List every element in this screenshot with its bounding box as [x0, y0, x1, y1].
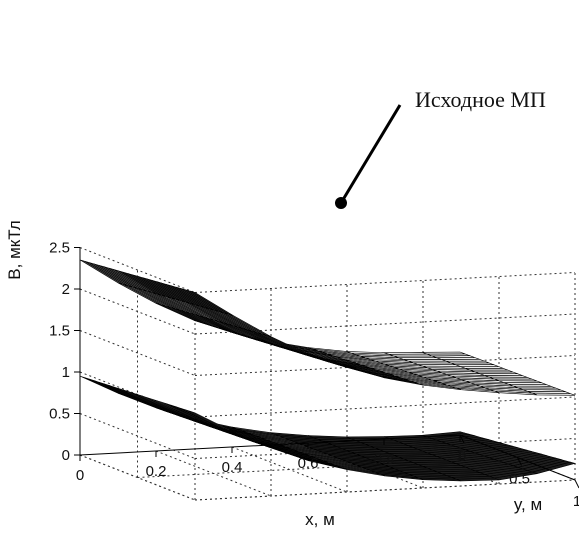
y-tick-mark: [574, 479, 579, 489]
grid-line: [79, 247, 196, 293]
x-axis-line: [79, 434, 461, 456]
annotation-label: Исходное МП: [415, 87, 546, 112]
surface-cell: [79, 259, 123, 285]
surface-cell: [345, 436, 389, 440]
annotation: Исходное МП: [335, 87, 546, 209]
z-tick-label: 0: [62, 447, 70, 464]
z-tick-label: 1: [62, 364, 70, 381]
y-tick-mark: [459, 434, 465, 444]
x-tick-label: 0.4: [222, 459, 243, 476]
surface-cell: [421, 351, 465, 355]
z-tick-label: 0.5: [49, 406, 70, 423]
y-tick-mark: [517, 457, 522, 466]
y-tick-label: 0: [458, 448, 466, 465]
x-tick-label: 0.6: [298, 455, 319, 472]
annotation-dot: [335, 197, 347, 209]
surface-cell: [383, 351, 427, 355]
x-tick-label: 0.8: [374, 451, 395, 468]
z-tick-label: 2: [62, 281, 70, 298]
x-axis-label: x, м: [305, 510, 335, 529]
grid-line: [231, 446, 348, 493]
surface-layer: [79, 259, 577, 482]
grid-line: [194, 479, 576, 501]
y-tick-label: 0.5: [509, 471, 530, 488]
x-tick-label: 0: [76, 467, 84, 484]
z-tick-label: 2.5: [49, 240, 70, 257]
grid-line: [194, 313, 576, 335]
grid-line: [137, 457, 518, 478]
z-tick-label: 1.5: [49, 323, 70, 340]
grid-line: [194, 396, 576, 418]
grid-line: [79, 330, 196, 376]
y-tick-label: 1: [573, 493, 579, 510]
z-axis-label: B, мкТл: [5, 220, 24, 279]
x-tick-label: 1: [456, 447, 464, 464]
annotation-pointer: [339, 104, 402, 204]
grid-line: [194, 272, 576, 293]
surface-cell: [79, 375, 123, 396]
x-tick-label: 0.2: [146, 463, 167, 480]
y-axis-label: y, м: [514, 495, 542, 514]
